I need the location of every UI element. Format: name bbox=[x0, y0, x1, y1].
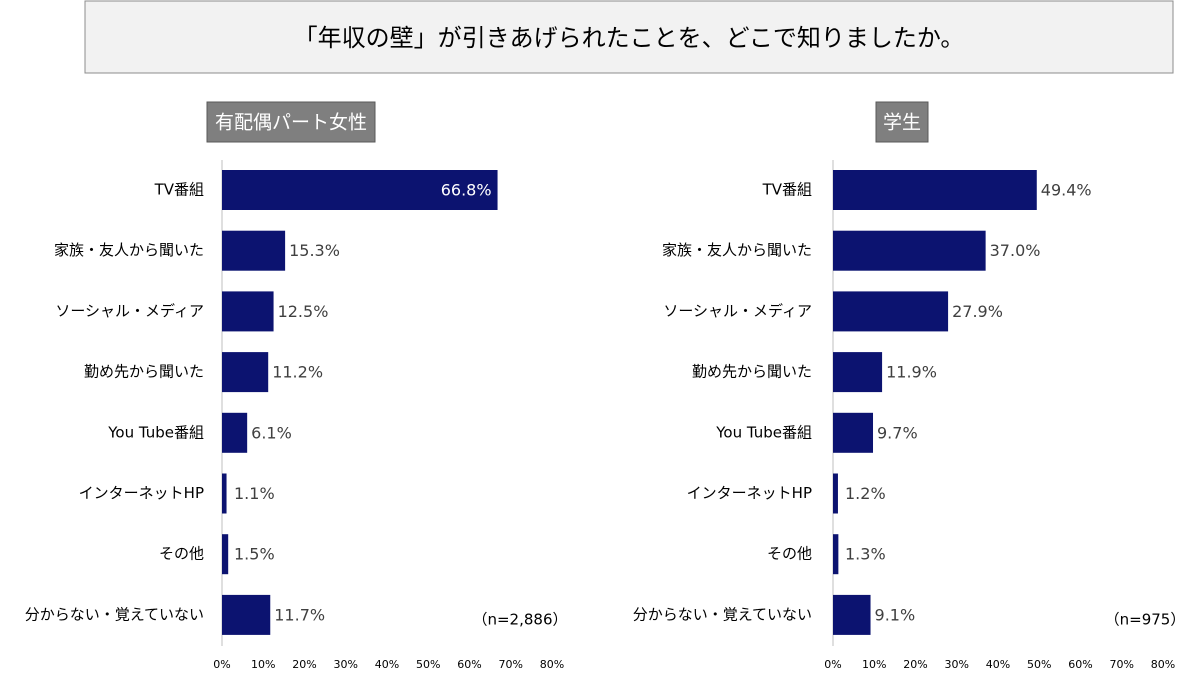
category-label: ソーシャル・メディア bbox=[663, 302, 812, 320]
x-tick-label: 30% bbox=[334, 658, 358, 671]
x-tick-label: 50% bbox=[416, 658, 440, 671]
value-label: 37.0% bbox=[990, 241, 1041, 260]
category-label: インターネットHP bbox=[79, 484, 204, 502]
subtitle-box bbox=[875, 101, 929, 143]
x-tick-label: 20% bbox=[903, 658, 927, 671]
value-label: 11.2% bbox=[272, 363, 323, 382]
value-label: 27.9% bbox=[952, 302, 1003, 321]
category-label: You Tube番組 bbox=[107, 423, 204, 441]
bar bbox=[833, 170, 1037, 210]
category-label: You Tube番組 bbox=[715, 423, 812, 441]
subtitle: 有配偶パート女性 bbox=[215, 112, 367, 134]
value-label: 9.1% bbox=[875, 605, 916, 624]
value-label: 11.9% bbox=[886, 363, 937, 382]
value-label: 15.3% bbox=[289, 241, 340, 260]
x-tick-label: 80% bbox=[540, 658, 564, 671]
category-label: インターネットHP bbox=[687, 484, 812, 502]
value-label: 1.1% bbox=[234, 484, 275, 503]
bar bbox=[222, 291, 274, 332]
chart-title: 「年収の壁」が引きあげられたことを、どこで知りましたか。 bbox=[294, 24, 965, 52]
category-label: TV番組 bbox=[154, 181, 204, 199]
x-tick-label: 40% bbox=[375, 658, 399, 671]
bar bbox=[222, 352, 269, 393]
category-label: 勤め先から聞いた bbox=[692, 363, 812, 381]
note: （n=975） bbox=[1105, 611, 1186, 629]
x-tick-label: 0% bbox=[824, 658, 841, 671]
bar bbox=[222, 594, 271, 635]
value-label: 11.7% bbox=[274, 605, 325, 624]
category-label: 分からない・覚えていない bbox=[25, 605, 204, 623]
bar bbox=[222, 412, 248, 453]
bar bbox=[222, 534, 229, 575]
bar bbox=[833, 473, 838, 514]
category-label: 家族・友人から聞いた bbox=[662, 241, 812, 259]
x-tick-label: 80% bbox=[1151, 658, 1175, 671]
value-label: 66.8% bbox=[441, 181, 492, 200]
value-label: 12.5% bbox=[278, 302, 329, 321]
category-label: 分からない・覚えていない bbox=[633, 605, 812, 623]
value-label: 1.3% bbox=[845, 545, 886, 564]
category-label: その他 bbox=[159, 545, 204, 563]
category-label: 勤め先から聞いた bbox=[84, 363, 204, 381]
subtitle-box bbox=[206, 101, 376, 143]
value-label: 9.7% bbox=[877, 423, 918, 442]
x-tick-label: 70% bbox=[499, 658, 523, 671]
bar bbox=[833, 594, 871, 635]
x-tick-label: 60% bbox=[1068, 658, 1092, 671]
x-tick-label: 50% bbox=[1027, 658, 1051, 671]
x-tick-label: 20% bbox=[292, 658, 316, 671]
value-label: 49.4% bbox=[1041, 181, 1092, 200]
value-label: 1.2% bbox=[845, 484, 886, 503]
subtitle: 学生 bbox=[883, 112, 921, 134]
x-tick-label: 0% bbox=[213, 658, 230, 671]
x-tick-label: 40% bbox=[986, 658, 1010, 671]
category-label: その他 bbox=[767, 545, 812, 563]
note: （n=2,886） bbox=[472, 611, 567, 629]
category-label: ソーシャル・メディア bbox=[55, 302, 204, 320]
x-tick-label: 70% bbox=[1110, 658, 1134, 671]
bar bbox=[222, 230, 286, 271]
x-tick-label: 60% bbox=[457, 658, 481, 671]
category-label: 家族・友人から聞いた bbox=[54, 241, 204, 259]
value-label: 1.5% bbox=[234, 545, 275, 564]
bar bbox=[222, 170, 498, 210]
x-tick-label: 10% bbox=[862, 658, 886, 671]
value-label: 6.1% bbox=[251, 423, 292, 442]
bar bbox=[833, 230, 986, 271]
bar bbox=[833, 412, 874, 453]
bar bbox=[833, 291, 949, 332]
bar bbox=[833, 352, 883, 393]
x-tick-label: 10% bbox=[251, 658, 275, 671]
x-tick-label: 30% bbox=[945, 658, 969, 671]
bar bbox=[833, 534, 839, 575]
title-box bbox=[84, 0, 1174, 74]
bar bbox=[222, 473, 227, 514]
category-label: TV番組 bbox=[762, 181, 812, 199]
